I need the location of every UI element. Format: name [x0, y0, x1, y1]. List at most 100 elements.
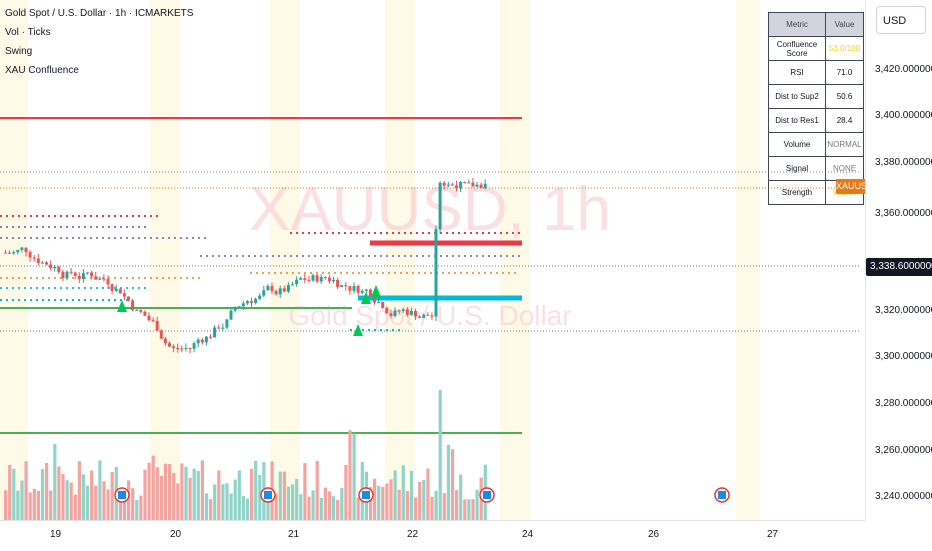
candle-body: [311, 275, 315, 281]
candle-body: [16, 250, 20, 253]
candle-body: [340, 285, 344, 287]
volume-bar: [303, 463, 307, 520]
candle-body: [450, 184, 454, 186]
current-price-label: 3,338.6000000: [866, 258, 932, 276]
swing-signal-triangle: [117, 300, 127, 312]
volume-bar: [12, 468, 16, 520]
volume-bar: [24, 461, 28, 520]
price-tick: 3,300.0000000: [875, 351, 932, 362]
candle-body: [163, 338, 167, 344]
candle-body: [356, 285, 360, 293]
price-tick: 3,400.0000000: [875, 110, 932, 121]
volume-bar: [340, 487, 344, 520]
candle-body: [159, 330, 163, 339]
candle-body: [12, 252, 16, 254]
volume-bar: [237, 470, 241, 520]
volume-bar: [274, 493, 278, 520]
candle-body: [360, 290, 364, 293]
swing-signal-triangle: [361, 292, 371, 304]
volume-bar: [81, 474, 86, 520]
candle-body: [282, 288, 286, 292]
candle-body: [176, 347, 180, 349]
metric-value: 50.6: [825, 84, 864, 109]
candle-body: [463, 181, 467, 183]
volume-bar: [315, 460, 319, 520]
symbol-title[interactable]: Gold Spot / U.S. Dollar · 1h · ICMARKETS: [5, 8, 194, 19]
volume-bar: [455, 490, 459, 520]
volume-bar: [295, 478, 299, 520]
time-axis[interactable]: 19 20 21 22 24 26 27: [0, 520, 865, 551]
candle-body: [405, 309, 409, 315]
volume-bar: [446, 444, 450, 520]
time-tick: 27: [767, 529, 779, 540]
volume-bar: [196, 471, 200, 520]
candle-body: [135, 309, 139, 311]
candle-body: [225, 319, 229, 328]
volume-bar: [102, 481, 106, 520]
volume-bar: [475, 489, 479, 520]
candle-body: [373, 296, 376, 303]
volume-bar: [139, 495, 143, 520]
volume-bar: [307, 496, 311, 520]
candle-body: [327, 277, 331, 282]
volume-bar: [348, 430, 352, 520]
volume-bar: [61, 474, 65, 520]
volume-bar: [213, 484, 217, 520]
candle-body: [471, 182, 475, 187]
candle-body: [57, 266, 61, 272]
candle-body: [94, 276, 98, 280]
volume-bar: [69, 482, 73, 520]
candle-body: [426, 314, 430, 316]
metric-label: RSI: [768, 60, 826, 85]
volume-bar: [241, 495, 245, 520]
chart-area[interactable]: XAUUSD, 1h Gold Spot / U.S. Dollar Gold S…: [0, 0, 865, 520]
volume-bar: [77, 461, 81, 520]
currency-selector[interactable]: USD: [876, 6, 926, 34]
indicator-swing[interactable]: Swing: [5, 46, 33, 57]
price-axis[interactable]: USD 3,420.0000000 3,400.0000000 3,380.00…: [865, 0, 932, 520]
volume-bar: [278, 471, 282, 520]
candle-body: [422, 314, 426, 318]
volume-bar: [40, 469, 45, 520]
volume-bar: [73, 494, 77, 520]
volume-bar: [155, 467, 159, 520]
volume-bar: [352, 433, 356, 520]
indicator-volume[interactable]: Vol · Ticks: [5, 27, 51, 38]
candle-body: [188, 347, 192, 349]
candle-body: [381, 302, 385, 308]
candle-body: [168, 343, 171, 347]
candle-body: [385, 307, 389, 314]
table-header-metric: Metric: [768, 12, 826, 37]
volume-bar: [426, 468, 430, 520]
volume-bar: [332, 496, 336, 520]
volume-bar: [57, 466, 61, 520]
metric-label: Signal: [768, 156, 826, 181]
table-row: Strength WEAK: [768, 180, 864, 205]
candle-body: [69, 271, 73, 273]
candle-body: [28, 252, 32, 258]
candle-body: [336, 279, 340, 287]
candle-body: [446, 184, 450, 186]
candle-body: [229, 310, 233, 320]
watermark-name: Gold Spot / U.S. Dollar: [288, 300, 571, 331]
candle-body: [442, 182, 446, 186]
candle-body: [86, 272, 89, 274]
volume-bar: [434, 490, 438, 520]
candle-body: [254, 298, 258, 303]
candle-body: [483, 183, 487, 188]
event-flag-icon: [483, 491, 491, 499]
candle-body: [204, 336, 208, 343]
volume-bar: [209, 499, 213, 520]
volume-bar: [49, 490, 53, 520]
candle-body: [77, 275, 81, 280]
candle-body: [438, 182, 442, 230]
indicator-confluence[interactable]: XAU Confluence: [5, 65, 79, 76]
metric-value: NONE: [825, 156, 864, 181]
volume-bar: [418, 481, 422, 520]
metric-label: Dist to Sup2: [768, 84, 826, 109]
candle-body: [241, 303, 245, 307]
candle-body: [401, 309, 405, 311]
table-row: Dist to Res1 28.4: [768, 108, 864, 133]
metric-label: Strength: [768, 180, 826, 205]
